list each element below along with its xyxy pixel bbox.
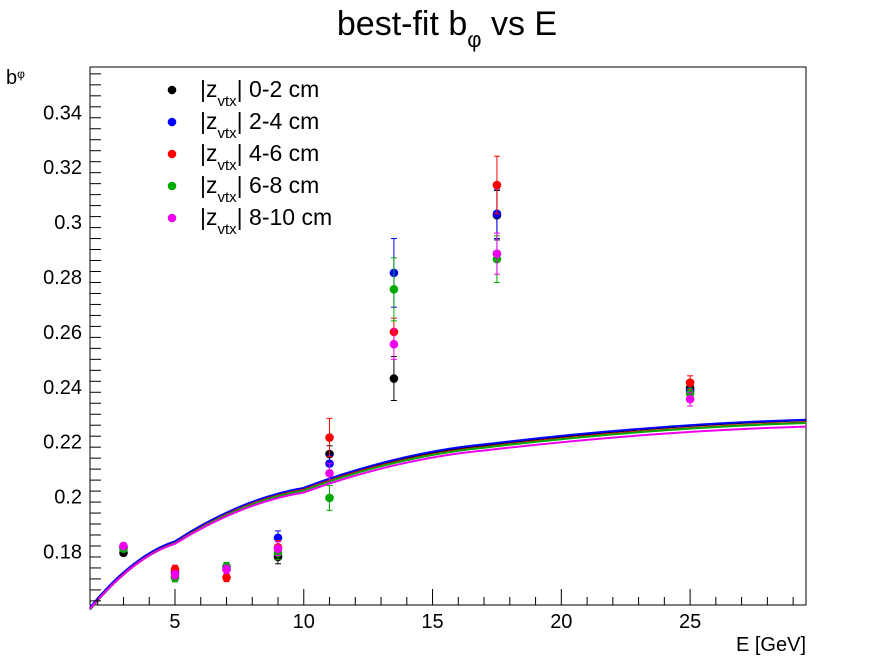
legend-label: |zvtx| 8-10 cm [200,204,332,238]
axis-ticks [90,73,794,605]
data-point [492,249,502,258]
x-tick-label: 25 [679,611,701,633]
data-point [222,573,231,582]
fit-curve [89,418,807,609]
data-point [222,565,231,574]
data-point [492,180,502,190]
legend-label: |zvtx| 6-8 cm [200,172,319,206]
legend: |zvtx| 0-2 cm|zvtx| 2-4 cm|zvtx| 4-6 cm|… [167,76,332,238]
legend-marker [167,149,177,159]
y-tick-label: 0.32 [43,157,82,179]
data-points [119,155,695,583]
y-tick-label: 0.28 [43,267,82,289]
legend-label: |zvtx| 2-4 cm [200,108,319,142]
y-tick-label: 0.18 [43,541,82,563]
y-tick-label: 0.2 [54,487,82,509]
axis-tick-labels: 5 10 15 20 25 0.18 0.2 0.22 0.24 0.26 0.28 0.3 0.32 0… [43,102,701,633]
data-point [389,374,399,383]
data-point [389,285,399,294]
y-axis-label: bφ [6,67,25,89]
x-tick-label: 10 [293,611,315,633]
legend-label: |zvtx| 4-6 cm [200,140,319,174]
data-point [273,544,283,554]
legend-marker [167,85,177,95]
plot-frame [89,66,807,606]
x-tick-label: 15 [421,611,443,633]
legend-marker [167,213,177,223]
y-tick-label: 0.24 [43,377,82,399]
data-point [685,394,695,404]
data-point [325,493,334,503]
x-tick-label: 20 [550,611,572,633]
legend-marker [167,117,177,127]
y-tick-label: 0.22 [43,432,82,454]
fit-curve [89,425,807,610]
fit-curves [89,418,807,611]
data-point [389,339,399,349]
y-tick-label: 0.34 [43,102,82,124]
x-axis-label: E [GeV] [736,634,806,656]
data-point [325,433,334,442]
legend-label: |zvtx| 0-2 cm [200,76,319,110]
y-tick-label: 0.3 [54,212,82,234]
data-point [325,468,334,478]
data-point [273,533,283,543]
x-tick-label: 5 [169,611,180,633]
data-point [170,570,180,580]
y-tick-label: 0.26 [43,322,82,344]
data-point [119,541,128,551]
chart-title: best-fit bφ vs E [337,5,557,52]
data-point [685,378,695,387]
legend-marker [167,181,177,191]
